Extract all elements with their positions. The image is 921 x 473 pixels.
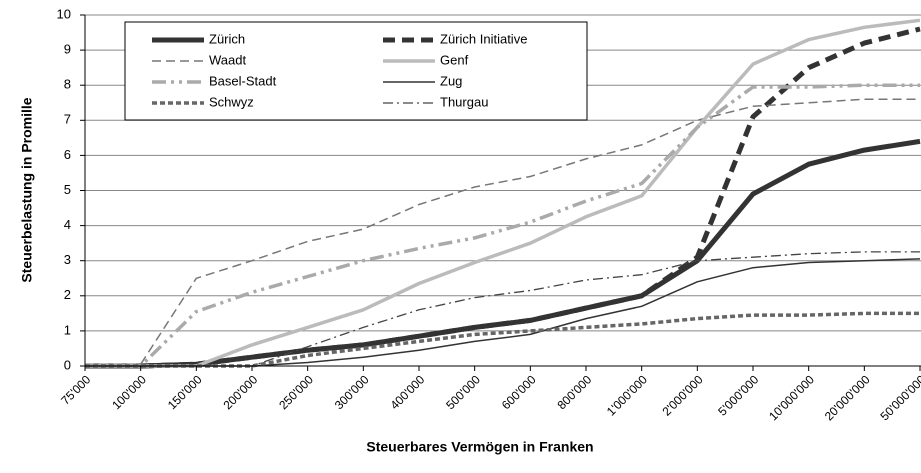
x-tick-label: 600'000 (499, 372, 539, 412)
series-line (85, 18, 921, 368)
legend-label: Zürich (209, 31, 245, 46)
y-tick-label: 5 (64, 182, 71, 197)
x-tick-label: 400'000 (388, 372, 428, 412)
series-line (85, 26, 921, 369)
x-tick-label: 250'000 (276, 372, 316, 412)
y-tick-label: 7 (64, 112, 71, 127)
y-tick-label: 3 (64, 252, 71, 267)
legend-label: Zug (440, 73, 462, 88)
x-tick-label: 2'000'000 (660, 372, 706, 418)
x-tick-label: 5'000'000 (715, 372, 761, 418)
x-tick-label: 300'000 (332, 372, 372, 412)
y-tick-label: 2 (64, 287, 71, 302)
y-tick-label: 6 (64, 147, 71, 162)
x-tick-label: 150'000 (165, 372, 205, 412)
series-line (85, 83, 920, 368)
x-tick-label: 10'000'000 (766, 372, 817, 423)
legend-label: Zürich Initiative (440, 31, 527, 46)
series-line (85, 251, 920, 367)
y-tick-label: 8 (64, 77, 71, 92)
x-tick-label: 20'000'000 (822, 372, 873, 423)
legend: Zürich Zürich Initiative Waadt Genf Basel-St… (124, 21, 588, 121)
series-line (85, 311, 920, 368)
x-tick-label: 800'000 (555, 372, 595, 412)
x-tick-label: 100'000 (109, 372, 149, 412)
x-tick-label: 500'000 (443, 372, 483, 412)
y-tick-label: 1 (64, 322, 71, 337)
legend-label: Genf (440, 52, 469, 67)
y-tick-label: 4 (64, 217, 71, 232)
legend-label: Waadt (209, 52, 246, 67)
x-tick-label: 1'000'000 (604, 372, 650, 418)
legend-label: Schwyz (209, 94, 254, 109)
y-tick-label: 9 (64, 42, 71, 57)
x-axis-title: Steuerbares Vermögen in Franken (366, 439, 593, 455)
x-tick-label: 200'000 (221, 372, 261, 412)
x-tick-label: 75'000 (58, 372, 93, 407)
series-line (85, 258, 921, 367)
series-line (85, 98, 920, 365)
legend-label: Thurgau (440, 94, 488, 109)
x-tick-label: 50'000'000 (877, 372, 921, 423)
y-axis-title: Steuerbelastung in Promille (19, 97, 35, 282)
legend-label: Basel-Stadt (209, 73, 277, 88)
y-tick-label: 10 (57, 6, 71, 21)
y-tick-label: 0 (64, 357, 71, 372)
